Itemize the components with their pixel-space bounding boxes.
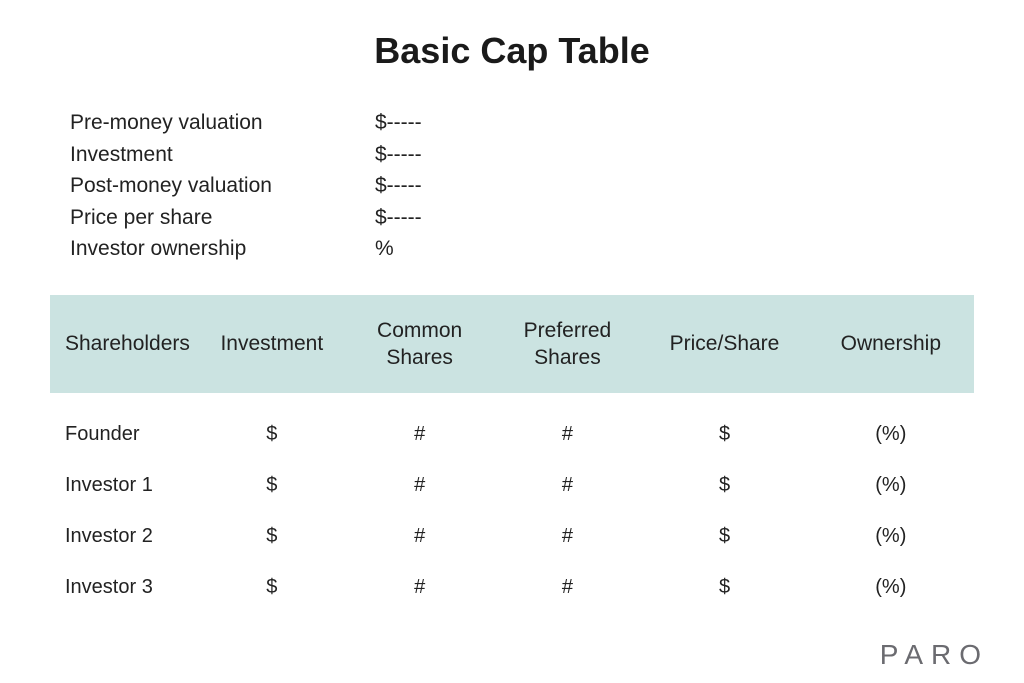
summary-value: $-----: [375, 107, 422, 139]
summary-label: Investment: [70, 139, 375, 171]
cell-common-shares: #: [346, 562, 494, 613]
cell-preferred-shares: #: [494, 393, 642, 460]
column-header-investment: Investment: [198, 295, 346, 394]
table-row: Founder $ # # $ (%): [50, 393, 974, 460]
summary-label: Investor ownership: [70, 233, 375, 265]
cell-shareholder: Investor 1: [50, 460, 198, 511]
cell-ownership: (%): [808, 562, 974, 613]
cell-shareholder: Investor 2: [50, 511, 198, 562]
column-header-ownership: Ownership: [808, 295, 974, 394]
cell-ownership: (%): [808, 460, 974, 511]
summary-value: $-----: [375, 170, 422, 202]
cell-common-shares: #: [346, 460, 494, 511]
table-row: Investor 1 $ # # $ (%): [50, 460, 974, 511]
summary-value: $-----: [375, 202, 422, 234]
cell-investment: $: [198, 511, 346, 562]
cap-table: Shareholders Investment CommonShares Pre…: [50, 295, 974, 614]
column-header-shareholders: Shareholders: [50, 295, 198, 394]
summary-section: Pre-money valuation $----- Investment $-…: [70, 107, 974, 265]
cell-shareholder: Investor 3: [50, 562, 198, 613]
cell-ownership: (%): [808, 511, 974, 562]
cell-price-share: $: [641, 562, 807, 613]
cell-common-shares: #: [346, 511, 494, 562]
page-title: Basic Cap Table: [50, 30, 974, 72]
cell-investment: $: [198, 460, 346, 511]
summary-row: Investment $-----: [70, 139, 974, 171]
table-row: Investor 2 $ # # $ (%): [50, 511, 974, 562]
summary-value: %: [375, 233, 394, 265]
column-header-price-share: Price/Share: [641, 295, 807, 394]
summary-value: $-----: [375, 139, 422, 171]
table-header-row: Shareholders Investment CommonShares Pre…: [50, 295, 974, 394]
summary-label: Post-money valuation: [70, 170, 375, 202]
column-header-common-shares: CommonShares: [346, 295, 494, 394]
cell-preferred-shares: #: [494, 460, 642, 511]
cell-price-share: $: [641, 393, 807, 460]
cell-investment: $: [198, 393, 346, 460]
summary-row: Investor ownership %: [70, 233, 974, 265]
cell-ownership: (%): [808, 393, 974, 460]
summary-label: Price per share: [70, 202, 375, 234]
cell-shareholder: Founder: [50, 393, 198, 460]
cell-price-share: $: [641, 460, 807, 511]
summary-row: Post-money valuation $-----: [70, 170, 974, 202]
cell-price-share: $: [641, 511, 807, 562]
cell-preferred-shares: #: [494, 511, 642, 562]
brand-logo: PARO: [880, 639, 989, 671]
table-row: Investor 3 $ # # $ (%): [50, 562, 974, 613]
summary-row: Pre-money valuation $-----: [70, 107, 974, 139]
summary-row: Price per share $-----: [70, 202, 974, 234]
cell-investment: $: [198, 562, 346, 613]
cell-preferred-shares: #: [494, 562, 642, 613]
column-header-preferred-shares: PreferredShares: [494, 295, 642, 394]
cell-common-shares: #: [346, 393, 494, 460]
summary-label: Pre-money valuation: [70, 107, 375, 139]
